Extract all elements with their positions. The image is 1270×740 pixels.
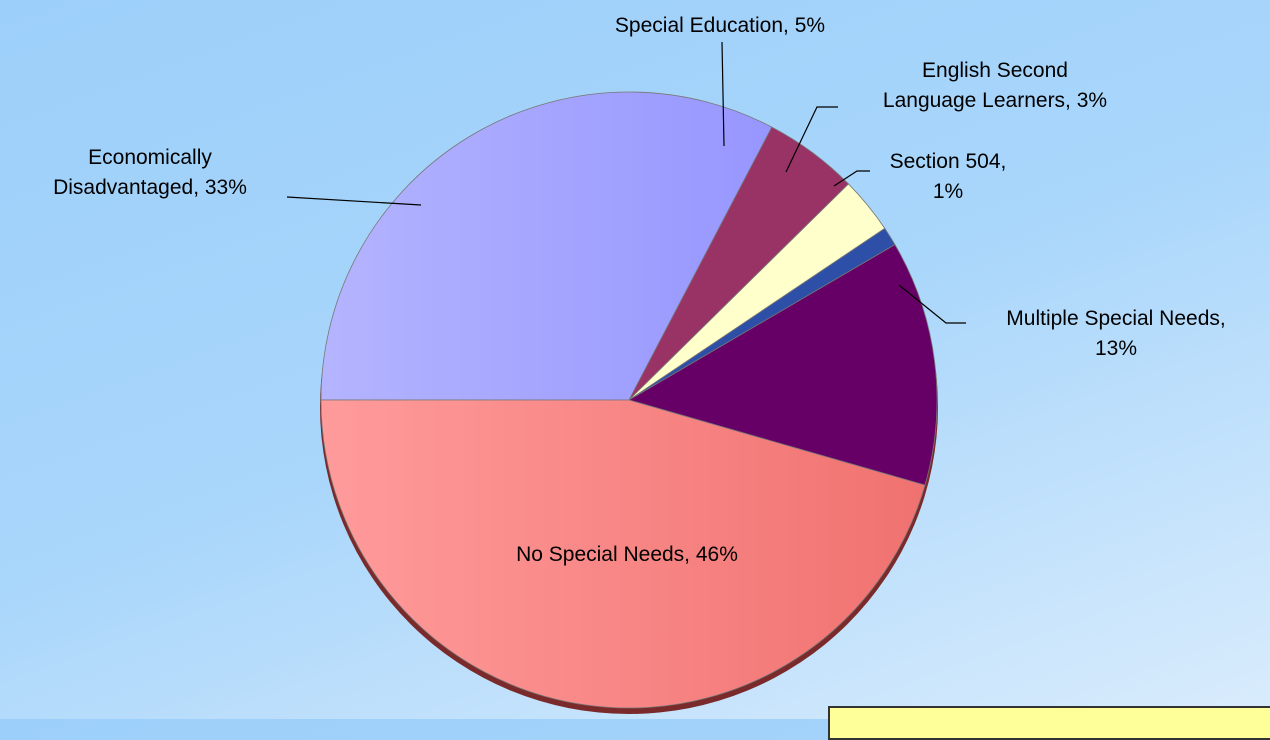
- pie-slice-multiple-special-needs: [627, 244, 938, 486]
- leader-section-504: [833, 170, 870, 187]
- label-english-second-language-learners: English Second Language Learners, 3%: [883, 59, 1107, 112]
- label-multiple-special-needs: Multiple Special Needs, 13%: [1006, 307, 1225, 360]
- leader-special-education: [721, 41, 725, 147]
- note-box: [828, 706, 1270, 740]
- label-section-504: Section 504, 1%: [890, 150, 1007, 203]
- label-no-special-needs: No Special Needs, 46%: [516, 543, 738, 566]
- pie-slice-economically-disadvantaged: [320, 91, 773, 401]
- leader-english-second-language-learners: [785, 106, 838, 173]
- leader-multiple-special-needs: [898, 284, 966, 324]
- leader-economically-disadvantaged: [286, 196, 422, 206]
- pie-slice-no-special-needs: [320, 399, 926, 709]
- pie-chart: No Special Needs, 46% Economically Disadva…: [53, 14, 1226, 714]
- label-special-education: Special Education, 5%: [615, 14, 825, 37]
- label-economically-disadvantaged: Economically Disadvantaged, 33%: [53, 146, 247, 199]
